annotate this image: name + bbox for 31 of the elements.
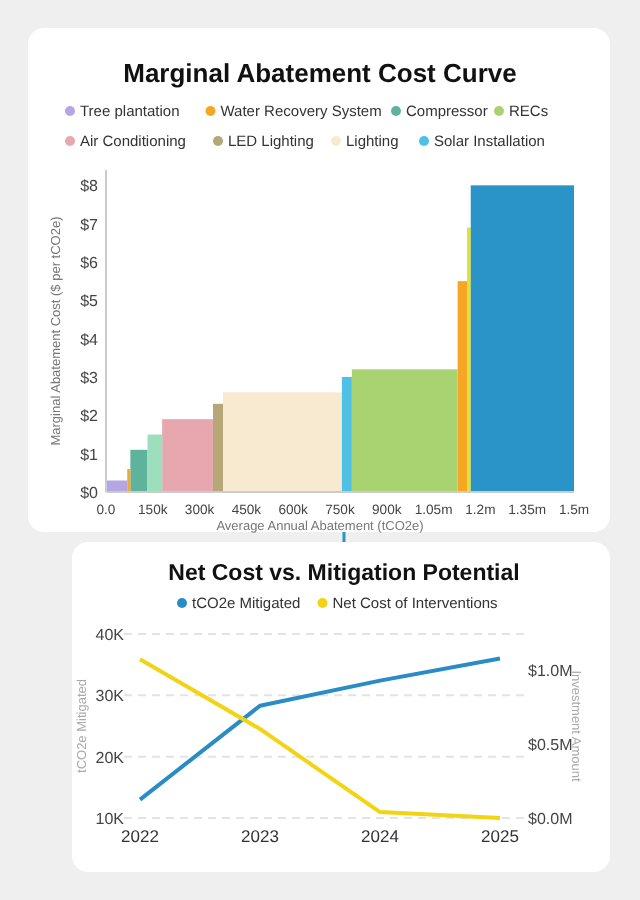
y-tick-label: 30K	[95, 687, 126, 706]
y-tick-label: $0	[80, 484, 100, 502]
bar	[162, 419, 214, 492]
y-tick-label: $8	[80, 177, 100, 196]
y-tick-label: $6	[80, 254, 100, 272]
x-tick-label: 2023	[241, 826, 280, 846]
y-tick-label: 40K	[95, 626, 126, 644]
chart-title: Marginal Abatement Cost Curve	[123, 58, 517, 88]
y2-tick-label: $0.5M	[528, 735, 574, 754]
bar	[130, 449, 148, 492]
y-tick-label: $7	[80, 215, 100, 234]
y-tick-label: $2	[80, 407, 100, 426]
chart-title: Net Cost vs. Mitigation Potential	[168, 562, 520, 586]
y2-tick-label: $1.0M	[528, 661, 574, 680]
y2-tick-label: $0.0M	[528, 810, 574, 828]
bar	[147, 434, 163, 492]
bar	[470, 185, 574, 492]
bar	[457, 281, 467, 492]
y-tick-label: 10K	[95, 810, 126, 828]
y-tick-label: 20K	[95, 748, 126, 767]
y-tick-label: $3	[80, 369, 100, 387]
bar	[351, 369, 458, 492]
bar	[213, 403, 223, 492]
y-tick-label: $4	[80, 330, 100, 349]
bar	[223, 392, 342, 492]
x-tick-label: 2025	[481, 826, 520, 846]
y-tick-label: $1	[80, 445, 100, 464]
y-tick-label: $5	[80, 292, 100, 311]
x-tick-label: 2024	[361, 826, 400, 846]
x-tick-label: 2022	[121, 826, 160, 846]
bar	[341, 377, 352, 492]
